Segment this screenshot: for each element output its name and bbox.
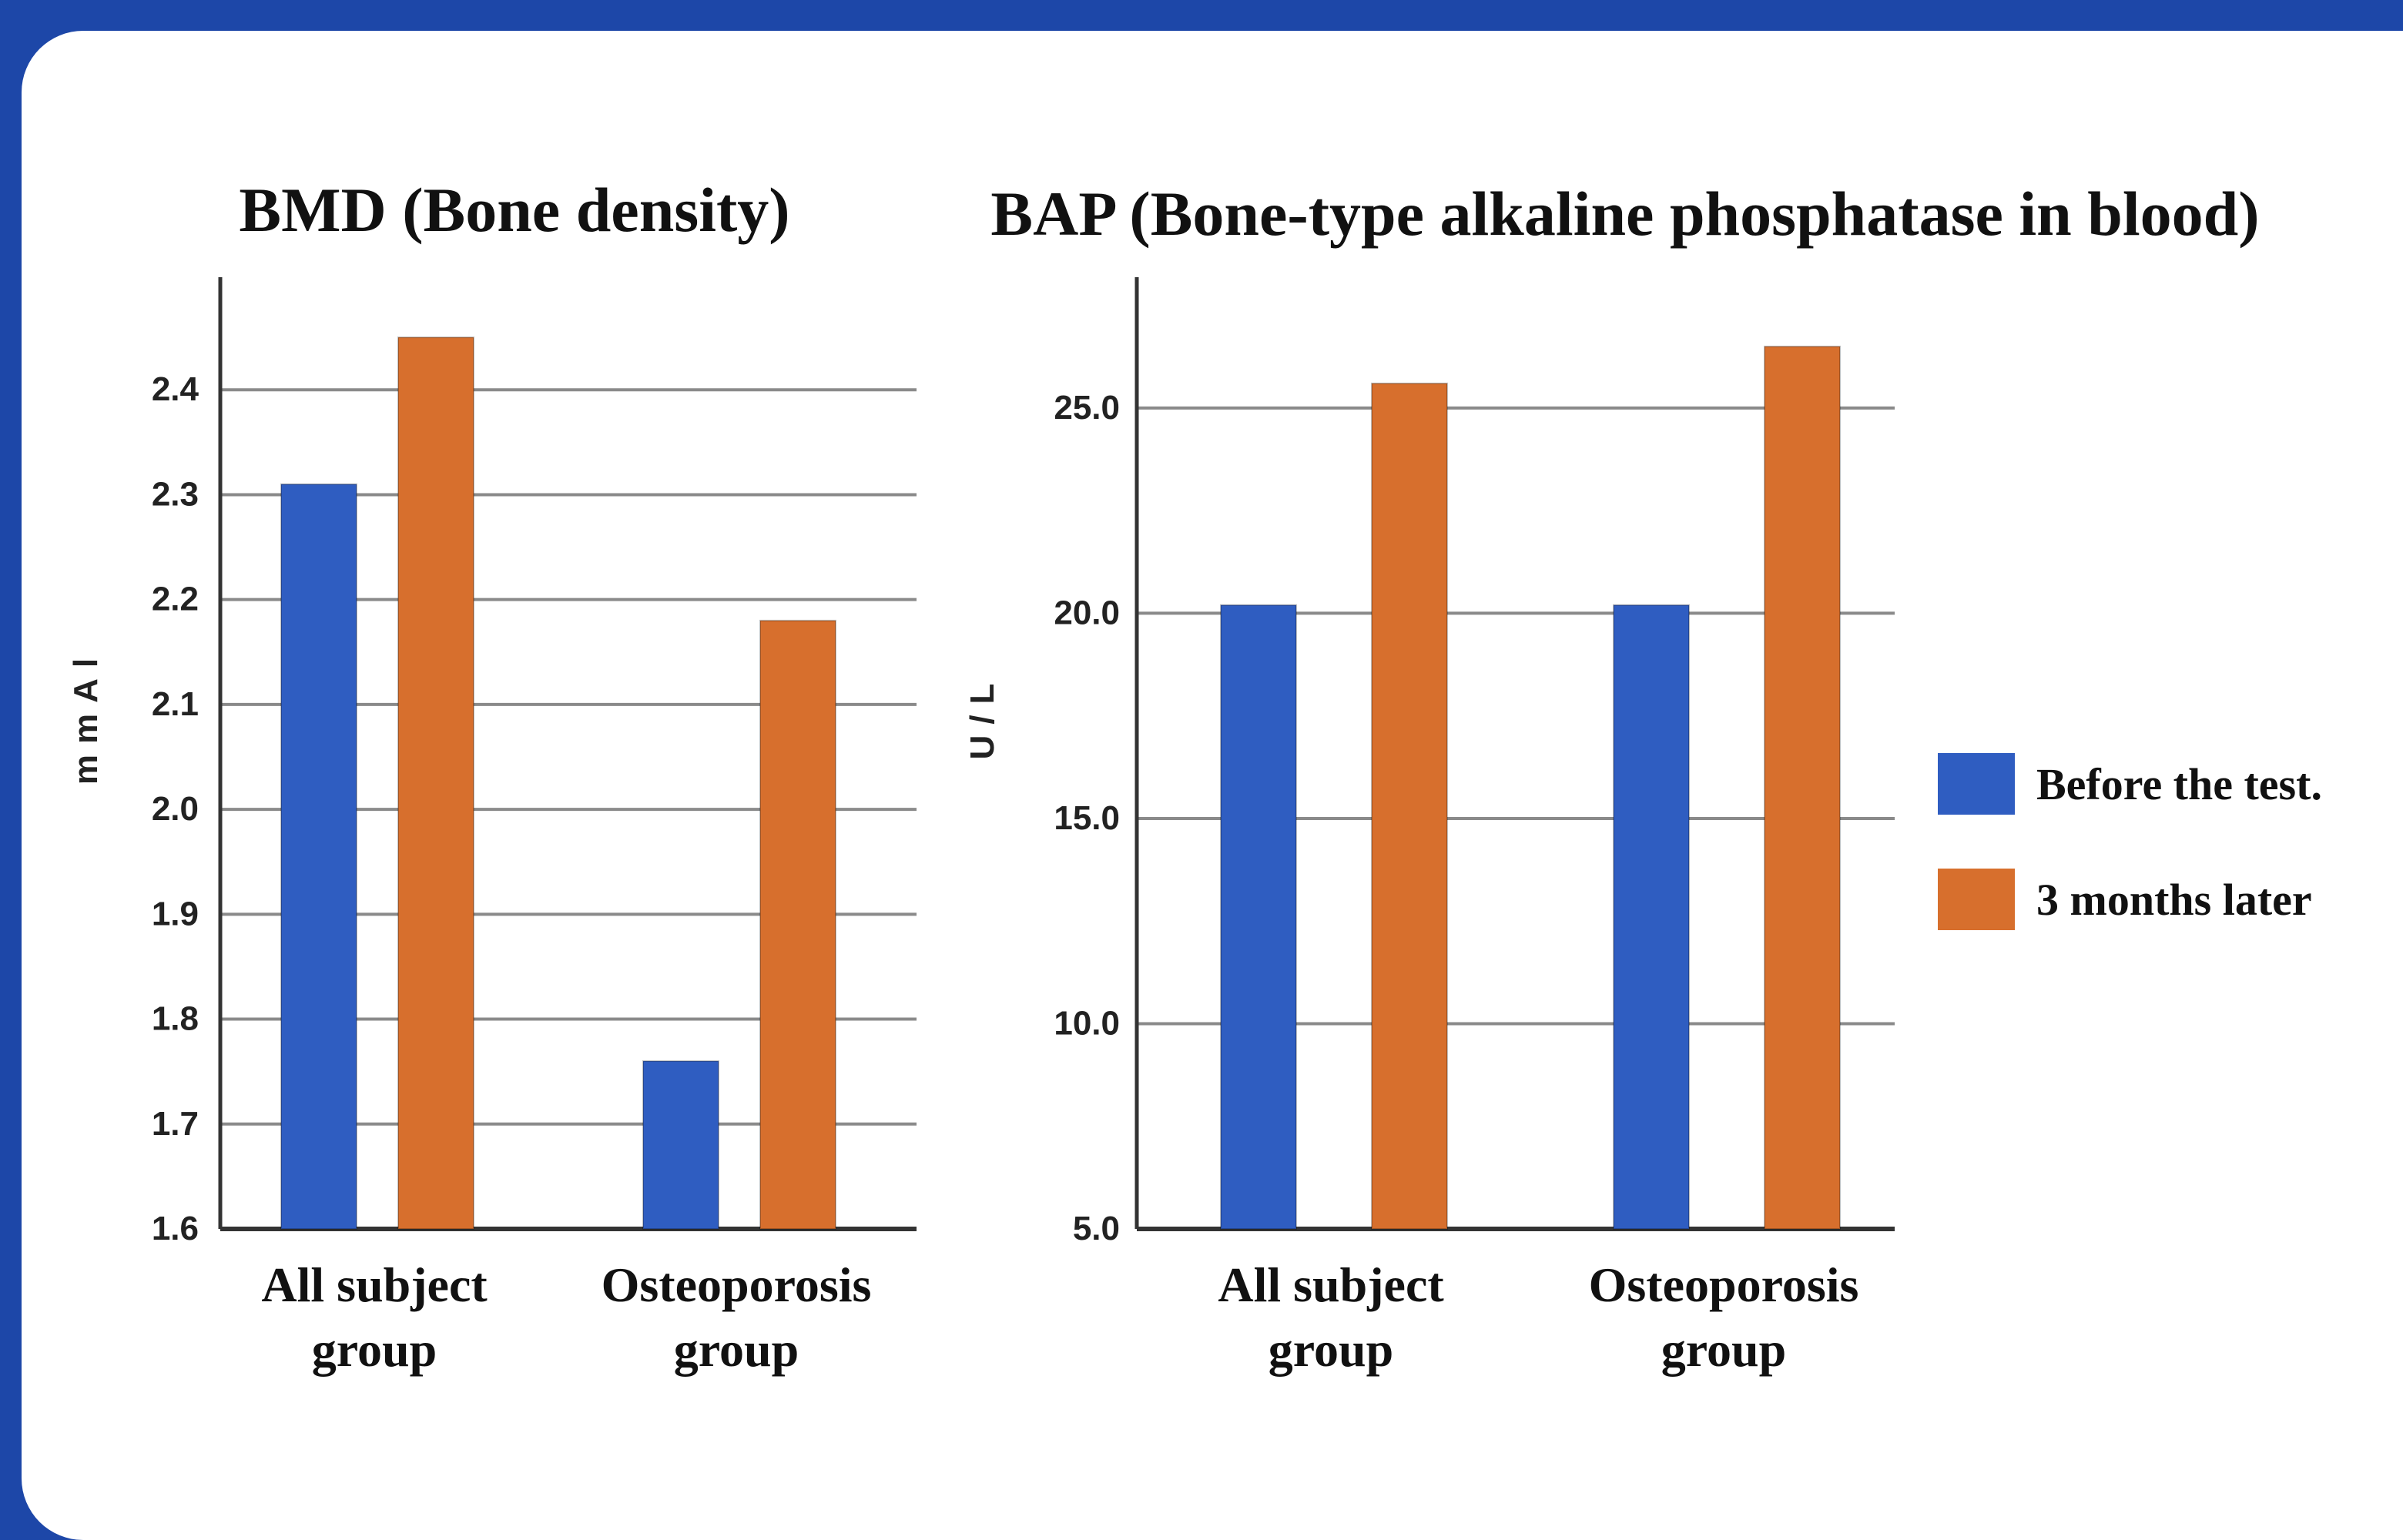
- y-tick-label: 20.0: [1054, 594, 1120, 631]
- bar-after-1: [1371, 382, 1448, 1230]
- legend-swatch-2: [1938, 869, 2015, 930]
- bar-before-1: [280, 483, 357, 1230]
- chart-2: BAP (Bone-type alkaline phosphatase in b…: [964, 179, 2260, 1377]
- y-tick-label: 5.0: [1073, 1210, 1120, 1247]
- y-axis-label: U/L: [964, 673, 1001, 760]
- chart-title: BAP (Bone-type alkaline phosphatase in b…: [990, 179, 2259, 249]
- chart-1: BMD (Bone density) 1.6 1.7 1.8 1.9 2.0 2.1 2.2 2…: [67, 175, 917, 1377]
- category-label: Osteoporosis: [602, 1257, 872, 1312]
- y-tick-label: 2.4: [152, 370, 199, 408]
- category-label: group: [1661, 1322, 1786, 1377]
- category-label: group: [674, 1322, 799, 1377]
- category-label: Osteoporosis: [1589, 1257, 1859, 1312]
- legend: Before the test. 3 months later: [1938, 753, 2322, 930]
- y-tick-label: 2.2: [152, 581, 199, 618]
- legend-label-2: 3 months later: [2036, 875, 2312, 925]
- bar-after-2: [1764, 345, 1841, 1230]
- legend-swatch-1: [1938, 753, 2015, 815]
- y-tick-label: 1.9: [152, 895, 199, 932]
- charts-figure: BMD (Bone density) 1.6 1.7 1.8 1.9 2.0 2.1 2.2 2…: [67, 175, 2322, 1377]
- y-tick-label: 1.8: [152, 1000, 199, 1038]
- y-tick-label: 1.6: [152, 1210, 199, 1247]
- bar-before-1: [1220, 604, 1297, 1230]
- y-tick-label: 1.7: [152, 1105, 199, 1143]
- y-tick-label: 15.0: [1054, 799, 1120, 837]
- bar-before-2: [1613, 604, 1690, 1230]
- y-tick-label: 25.0: [1054, 389, 1120, 427]
- chart-title: BMD (Bone density): [239, 175, 789, 245]
- category-label: All subject: [1218, 1257, 1444, 1312]
- legend-label-1: Before the test.: [2036, 759, 2322, 809]
- category-label: group: [312, 1322, 437, 1377]
- y-tick-label: 2.3: [152, 475, 199, 513]
- bar-after-2: [759, 619, 836, 1230]
- bar-before-2: [642, 1060, 719, 1230]
- bar-after-1: [397, 336, 474, 1230]
- y-tick-label: 2.1: [152, 685, 199, 723]
- y-axis-label: mmAl: [67, 648, 105, 785]
- category-label: All subject: [261, 1257, 488, 1312]
- y-tick-label: 10.0: [1054, 1004, 1120, 1042]
- category-label: group: [1269, 1322, 1393, 1377]
- y-tick-label: 2.0: [152, 790, 199, 828]
